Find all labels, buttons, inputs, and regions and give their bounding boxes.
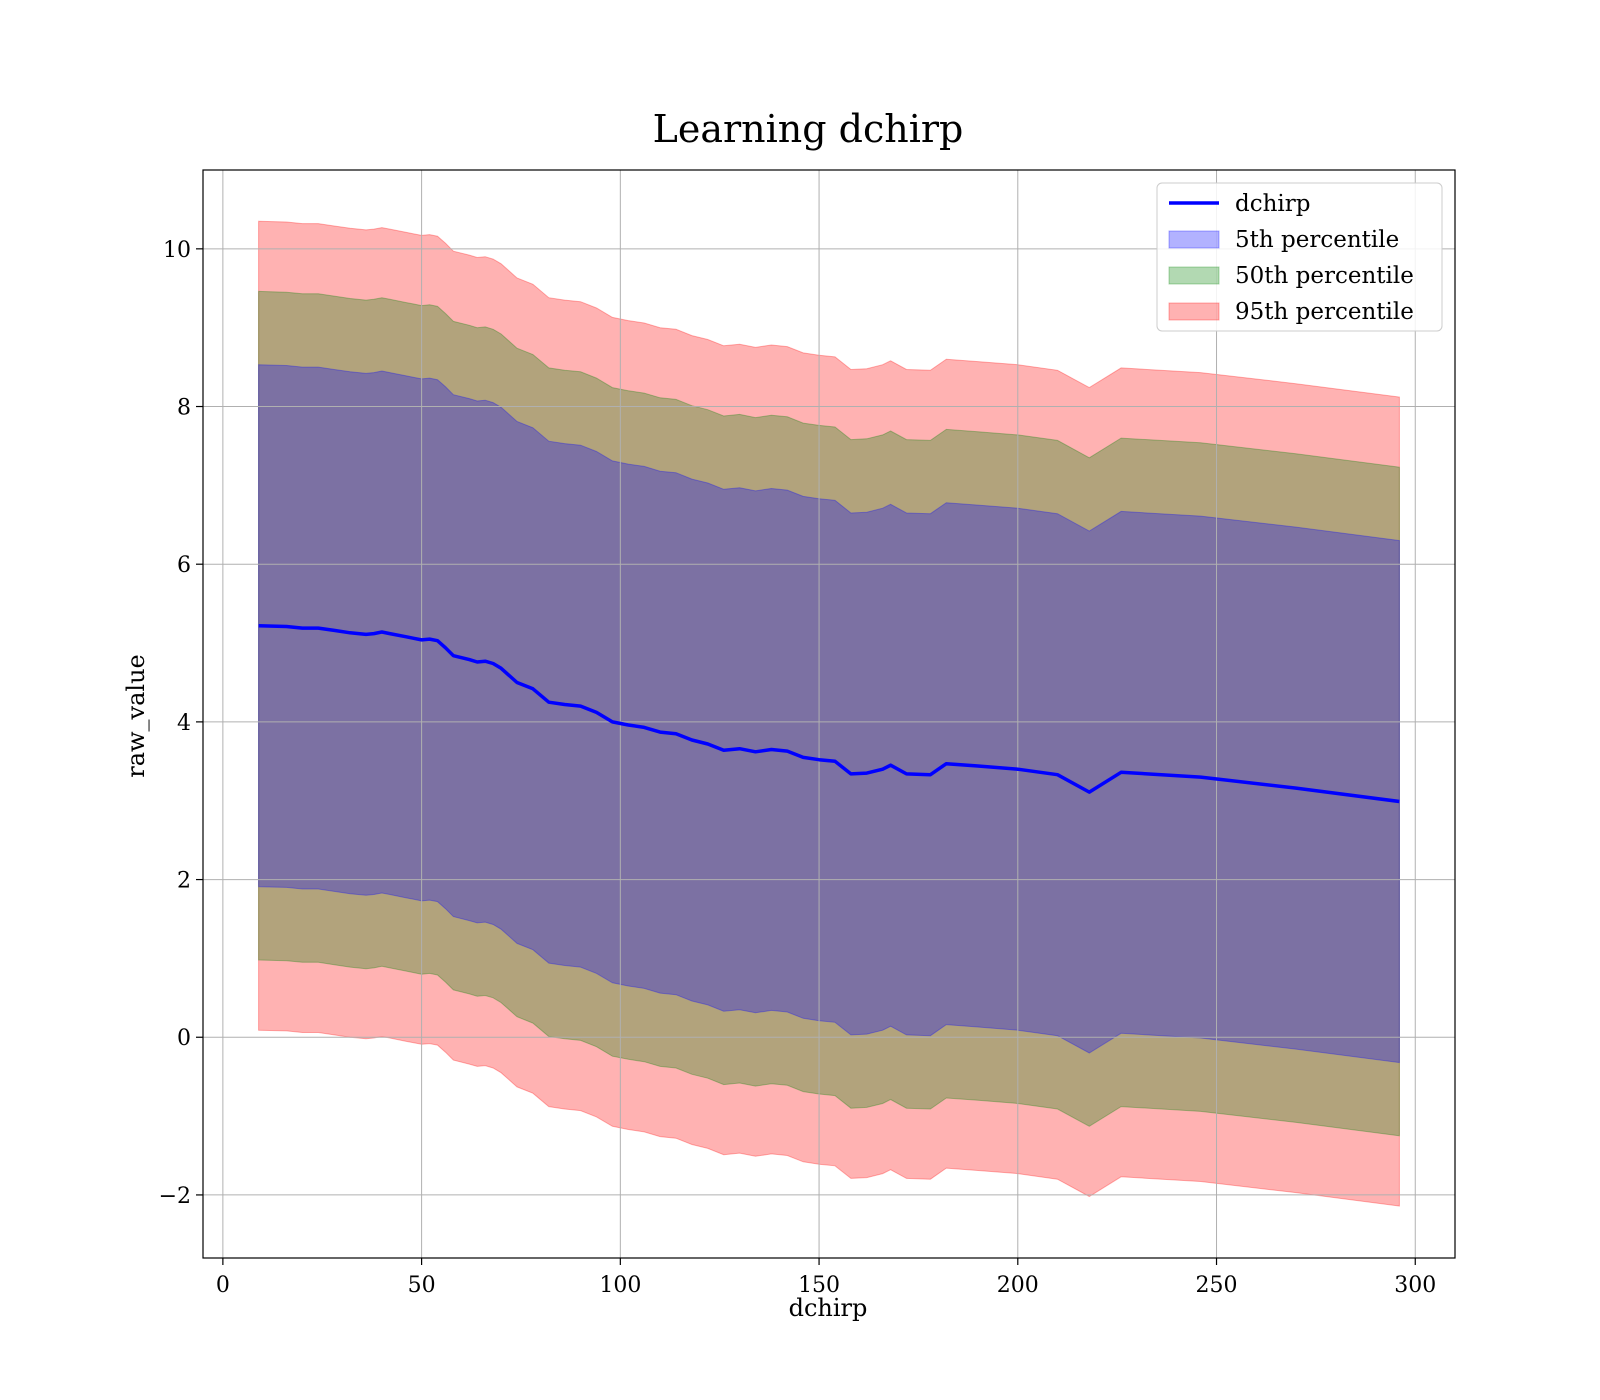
series-lines bbox=[258, 623, 1400, 804]
x-tick-label-200: 200 bbox=[997, 1273, 1039, 1298]
band-50th-percentile bbox=[258, 290, 1400, 1137]
band-5th-percentile bbox=[258, 364, 1400, 1064]
x-tick-label-100: 100 bbox=[599, 1273, 641, 1298]
y-tick-label-4: 6 bbox=[177, 553, 191, 578]
y-tick-label-3: 4 bbox=[177, 711, 191, 736]
legend-swatch-50th-percentile bbox=[1168, 266, 1220, 285]
x-axis-label: dchirp bbox=[789, 1294, 868, 1322]
legend-swatch-95th-percentile bbox=[1168, 302, 1220, 321]
x-tick-label-0: 0 bbox=[216, 1273, 230, 1298]
legend-swatch-5th-percentile bbox=[1168, 230, 1220, 249]
series-line-dchirp bbox=[258, 623, 1400, 804]
legend-label-50th-percentile: 50th percentile bbox=[1235, 263, 1414, 289]
x-tick-label-50: 50 bbox=[408, 1273, 436, 1298]
legend-box bbox=[1156, 182, 1443, 332]
legend-label-dchirp: dchirp bbox=[1235, 191, 1311, 217]
y-axis-ticks: −2 0 2 4 6 8 10 bbox=[159, 238, 203, 1209]
percentile-bands bbox=[258, 220, 1400, 1207]
chart-title: Learning dchirp bbox=[653, 107, 964, 151]
x-tick-label-250: 250 bbox=[1196, 1273, 1238, 1298]
y-tick-label-2: 2 bbox=[177, 869, 191, 894]
y-tick-label-5: 8 bbox=[177, 396, 191, 421]
y-tick-label-6: 10 bbox=[163, 238, 191, 263]
x-tick-label-150: 150 bbox=[798, 1273, 840, 1298]
x-axis-ticks: 0 50 100 150 200 250 300 bbox=[216, 1258, 1436, 1298]
legend-label-5th-percentile: 5th percentile bbox=[1235, 227, 1399, 253]
plot-frame bbox=[202, 169, 1456, 1259]
y-axis-label: raw_value bbox=[122, 654, 150, 778]
band-95th-percentile bbox=[258, 220, 1400, 1207]
y-tick-label-0: −2 bbox=[159, 1184, 191, 1209]
y-tick-label-1: 0 bbox=[177, 1026, 191, 1051]
legend-label-95th-percentile: 95th percentile bbox=[1235, 299, 1414, 325]
plot-area bbox=[202, 169, 1456, 1259]
legend: dchirp 5th percentile 50th percentile 95th … bbox=[1156, 182, 1443, 332]
x-tick-label-300: 300 bbox=[1394, 1273, 1436, 1298]
